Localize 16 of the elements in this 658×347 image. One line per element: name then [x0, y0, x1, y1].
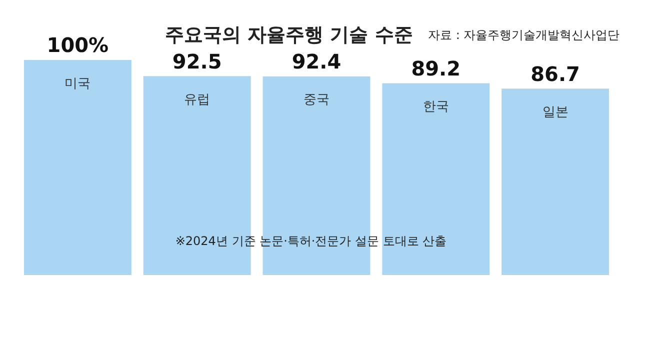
- bar: [502, 88, 610, 275]
- chart-title: 주요국의 자율주행 기술 수준: [165, 23, 413, 48]
- x-tick-label: 중국: [304, 92, 330, 108]
- data-label: 92.5: [172, 49, 222, 74]
- bar: [382, 83, 490, 275]
- data-label: 92.4: [292, 50, 342, 74]
- data-label: 86.7: [530, 62, 580, 86]
- bar: [24, 60, 132, 275]
- data-label: 89.2: [411, 56, 461, 80]
- x-tick-label: 유럽: [184, 92, 210, 108]
- x-tick-label: 한국: [422, 100, 449, 115]
- annotation: ※2024년 기준 논문·특허·전문가 설문 토대로 산출: [174, 233, 448, 250]
- x-tick-label: 일본: [542, 104, 568, 120]
- x-tick-label: 미국: [64, 76, 91, 92]
- text: 자료 : 자율주행기술개발혁신사업단: [428, 27, 620, 44]
- data-label: 100%: [46, 33, 109, 58]
